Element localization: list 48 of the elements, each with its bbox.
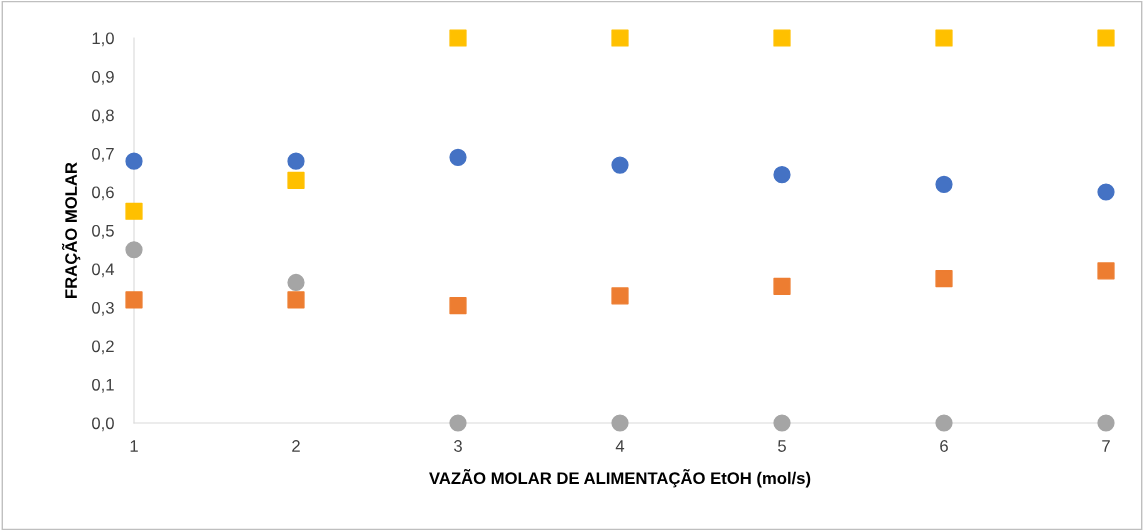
x-axis-title: VAZÃO MOLAR DE ALIMENTAÇÃO EtOH (mol/s) [429, 469, 811, 488]
point [287, 171, 305, 190]
point [611, 156, 629, 174]
x-tick-label: 5 [778, 440, 786, 452]
x-tick-label: 7 [1102, 440, 1110, 452]
point [125, 291, 143, 309]
y-tick-label: 0,2 [92, 340, 114, 355]
point [773, 277, 791, 295]
y-tick-label: 0,0 [92, 417, 114, 432]
point [773, 29, 791, 47]
x-tick-label: 1 [130, 440, 138, 452]
x-tick-label: 2 [292, 440, 300, 452]
point [449, 148, 467, 166]
x-tick-label: 4 [615, 440, 625, 452]
point [935, 175, 953, 193]
point [449, 296, 467, 315]
point [935, 270, 953, 288]
point [1097, 183, 1115, 201]
y-tick-label: 0,6 [92, 186, 114, 201]
point [773, 414, 791, 432]
point [1097, 414, 1115, 432]
point [287, 291, 305, 309]
point [287, 152, 305, 170]
point [611, 29, 629, 47]
point [125, 202, 143, 220]
y-tick-label: 0,3 [92, 301, 114, 316]
point [935, 29, 953, 47]
point [449, 414, 467, 432]
y-tick-label: 1,0 [92, 32, 114, 47]
point [1097, 262, 1115, 280]
point [611, 287, 629, 305]
y-tick-label: 0,9 [92, 70, 114, 85]
x-tick-label: 6 [940, 440, 948, 452]
y-tick-label: 0,4 [92, 263, 115, 278]
point [773, 166, 791, 184]
point [449, 29, 467, 47]
point [935, 414, 953, 432]
point [287, 273, 305, 292]
point [125, 152, 143, 170]
y-tick-label: 0,1 [92, 378, 114, 393]
point [611, 414, 629, 432]
point [125, 241, 143, 259]
point [1097, 29, 1115, 47]
x-tick-label: 3 [454, 440, 462, 452]
y-axis-title: FRAÇÃO MOLAR [61, 162, 81, 298]
y-tick-label: 0,8 [92, 109, 114, 124]
y-tick-label: 0,5 [92, 224, 114, 239]
y-tick-label: 0,7 [92, 147, 114, 162]
